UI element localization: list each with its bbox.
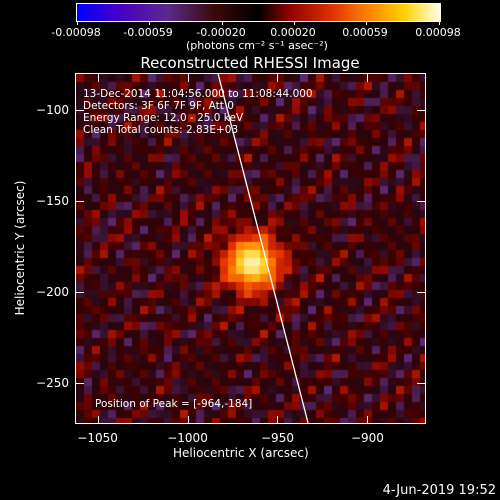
x-axis-tick — [277, 416, 279, 424]
peak-position-label: Position of Peak = [-964,-184] — [95, 398, 253, 410]
y-axis-label: Heliocentric Y (arcsec) — [13, 180, 27, 316]
colorbar-tick-label: -0.00020 — [196, 26, 246, 39]
colorbar-tick-label: -0.00059 — [123, 26, 173, 39]
y-axis-tick — [417, 292, 425, 294]
y-axis-tick — [417, 201, 425, 203]
x-axis-tick — [187, 74, 189, 82]
y-axis-tick — [417, 110, 425, 112]
energy-range-label: Energy Range: 12.0 - 25.0 keV — [83, 112, 244, 124]
x-axis-tick — [277, 74, 279, 82]
x-tick-label: −950 — [261, 431, 294, 445]
colorbar-tick-label: 0.00020 — [270, 26, 316, 39]
chart-title: Reconstructed RHESSI Image — [140, 54, 360, 72]
x-axis-label: Heliocentric X (arcsec) — [173, 446, 309, 460]
colorbar-gradient — [77, 4, 440, 21]
x-tick-label: −1000 — [167, 431, 208, 445]
heatmap-image — [76, 74, 425, 423]
y-tick-label: −250 — [36, 376, 69, 390]
colorbar-tick — [439, 21, 440, 25]
colorbar-tick — [294, 21, 295, 25]
limb-svg — [217, 74, 309, 423]
footer-date: 4-Jun-2019 19:52 — [382, 483, 496, 498]
x-axis-tick — [367, 416, 369, 424]
colorbar-tick — [149, 21, 150, 25]
colorbar — [76, 3, 441, 25]
colorbar-tick-label: -0.00098 — [51, 26, 101, 39]
time-range-label: 13-Dec-2014 11:04:56.000 to 11:08:44.000 — [83, 88, 313, 100]
x-axis-tick — [97, 74, 99, 82]
x-tick-label: −1050 — [77, 431, 118, 445]
x-tick-label: −900 — [350, 431, 384, 445]
detectors-label: Detectors: 3F 6F 7F 9F, Att 0 — [83, 100, 234, 112]
colorbar-tick-label: 0.00059 — [342, 26, 388, 39]
colorbar-tick — [366, 21, 367, 25]
solar-limb-line — [217, 74, 309, 423]
y-axis-tick — [76, 292, 84, 294]
y-axis-tick — [76, 110, 84, 112]
colorbar-tick — [222, 21, 223, 25]
colorbar-tick-label: 0.00098 — [415, 26, 461, 39]
y-axis-tick — [76, 201, 84, 203]
x-axis-tick — [367, 74, 369, 82]
clean-counts-label: Clean Total counts: 2.83E+03 — [83, 124, 239, 136]
y-tick-label: −200 — [36, 285, 69, 300]
colorbar-unit-label: (photons cm⁻² s⁻¹ asec⁻²) — [186, 39, 328, 52]
y-tick-label: −150 — [36, 194, 69, 209]
x-axis-tick — [187, 416, 189, 424]
image-plot-area: 13-Dec-2014 11:04:56.000 to 11:08:44.000… — [75, 73, 426, 424]
y-axis-tick — [417, 383, 425, 384]
x-axis-tick — [97, 416, 99, 424]
y-axis-tick — [76, 383, 84, 384]
y-tick-label: −100 — [36, 103, 69, 118]
colorbar-tick — [77, 21, 78, 25]
